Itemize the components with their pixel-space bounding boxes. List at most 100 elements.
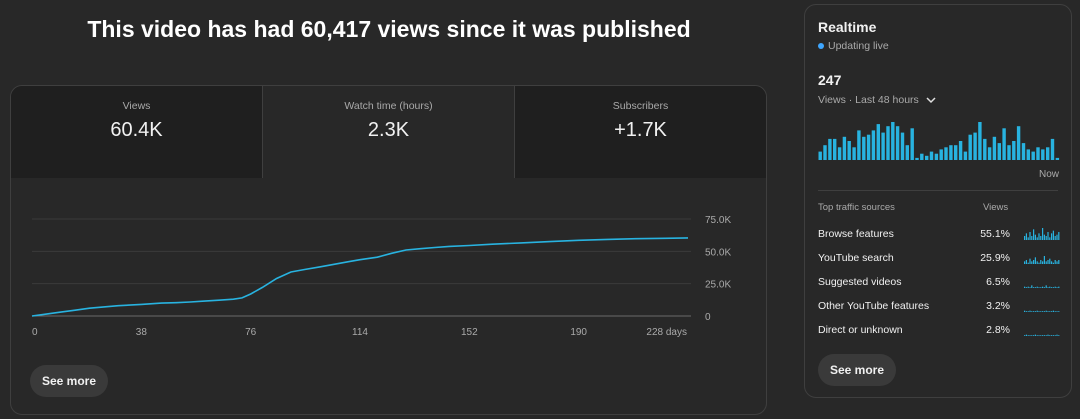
tab-label: Views (122, 100, 151, 112)
traffic-row: Direct or unknown 2.8% (818, 321, 1060, 341)
tab-subscribers[interactable]: Subscribers +1.7K (515, 86, 766, 178)
realtime-count: 247 (818, 72, 842, 88)
traffic-source-name: YouTube search (818, 252, 894, 264)
spark-bar (1029, 232, 1031, 240)
page-headline: This video has had 60,417 views since it… (87, 16, 691, 42)
traffic-source-percent: 25.9% (980, 252, 1010, 264)
live-dot-icon (818, 43, 824, 49)
traffic-source-name: Suggested videos (818, 276, 902, 288)
spark-bar (1040, 236, 1042, 240)
spark-bar (1034, 257, 1036, 264)
spark-bar (1047, 287, 1049, 288)
spark-bar (1027, 335, 1029, 336)
spark-bar (1024, 310, 1026, 312)
spark-bar (1038, 335, 1040, 336)
spark-bar (1042, 311, 1044, 312)
spark-bar (1027, 237, 1029, 240)
realtime-bar (944, 147, 948, 160)
traffic-source-percent: 6.5% (986, 276, 1010, 288)
realtime-bar (842, 136, 847, 160)
spark-bar (1031, 311, 1033, 312)
live-status-label: Updating live (828, 40, 889, 52)
spark-bar (1049, 335, 1051, 336)
y-tick-label: 0 (705, 312, 711, 323)
tab-watch-time[interactable]: Watch time (hours) 2.3K (263, 86, 515, 178)
realtime-bar (939, 149, 943, 160)
realtime-bar (954, 145, 958, 160)
spark-bar (1043, 311, 1045, 312)
spark-bar (1051, 311, 1053, 312)
traffic-sparkline (1024, 228, 1060, 240)
spark-bar (1034, 287, 1036, 288)
realtime-bar (963, 151, 968, 160)
realtime-bar (891, 122, 895, 160)
realtime-bar (895, 126, 900, 160)
spark-bar (1042, 286, 1044, 288)
realtime-bar (958, 141, 963, 160)
realtime-bar (1026, 149, 1030, 160)
spark-bar (1049, 237, 1051, 240)
spark-bar (1033, 260, 1035, 264)
spark-bar (1058, 260, 1060, 264)
views-series-line (31, 237, 689, 317)
spark-bar (1056, 261, 1058, 264)
x-tick-label: 114 (352, 327, 368, 338)
realtime-bar (866, 134, 871, 160)
realtime-bar (910, 128, 914, 160)
x-tick-label: 152 (461, 327, 478, 338)
realtime-bar (929, 151, 934, 160)
traffic-row: Other YouTube features 3.2% (818, 297, 1060, 317)
spark-bar (1056, 234, 1058, 240)
realtime-bar (1021, 143, 1026, 160)
realtime-bar (1055, 157, 1060, 160)
spark-bar (1052, 310, 1054, 312)
spark-bar (1036, 237, 1038, 240)
spark-bar (1043, 234, 1045, 240)
spark-bar (1038, 233, 1040, 240)
spark-bar (1052, 230, 1054, 240)
realtime-see-more-button[interactable]: See more (818, 354, 896, 386)
spark-bar (1047, 232, 1049, 240)
traffic-header-views: Views (983, 202, 1009, 213)
realtime-bar (934, 153, 939, 160)
realtime-bar (876, 124, 880, 160)
x-tick-label: 0 (32, 327, 38, 338)
spark-bar (1033, 311, 1035, 312)
realtime-bar (847, 141, 851, 160)
spark-bar (1040, 260, 1042, 264)
spark-bar (1051, 261, 1053, 264)
realtime-bar (857, 130, 861, 160)
tab-label: Watch time (hours) (344, 100, 433, 112)
spark-bar (1047, 311, 1049, 312)
spark-bar (1038, 311, 1040, 312)
spark-bar (1051, 233, 1053, 240)
spark-bar (1033, 335, 1035, 336)
spark-bar (1049, 311, 1051, 312)
spark-bar (1042, 261, 1044, 264)
realtime-bar (1016, 126, 1021, 160)
spark-bar (1045, 310, 1047, 312)
realtime-bar (925, 155, 929, 160)
spark-bar (1052, 262, 1054, 264)
spark-bar (1052, 287, 1054, 288)
tab-value: 2.3K (367, 119, 410, 141)
spark-bar (1052, 335, 1054, 336)
see-more-button[interactable]: See more (30, 365, 108, 397)
spark-bar (1042, 228, 1044, 240)
spark-bar (1029, 287, 1031, 288)
realtime-bar (828, 138, 832, 160)
realtime-bar (881, 132, 885, 160)
traffic-sparkline (1024, 285, 1060, 288)
realtime-bar (1041, 149, 1045, 160)
period-selector[interactable]: Views · Last 48 hours (818, 94, 937, 106)
realtime-bar (973, 132, 977, 160)
realtime-bar (833, 138, 837, 160)
tab-views[interactable]: Views 60.4K (11, 86, 263, 178)
tab-value: 60.4K (110, 119, 163, 141)
spark-bar (1042, 335, 1044, 336)
realtime-bar (997, 143, 1001, 160)
spark-bar (1056, 287, 1058, 288)
spark-bar (1036, 335, 1038, 336)
spark-bar (1027, 286, 1029, 288)
spark-bar (1034, 311, 1036, 312)
